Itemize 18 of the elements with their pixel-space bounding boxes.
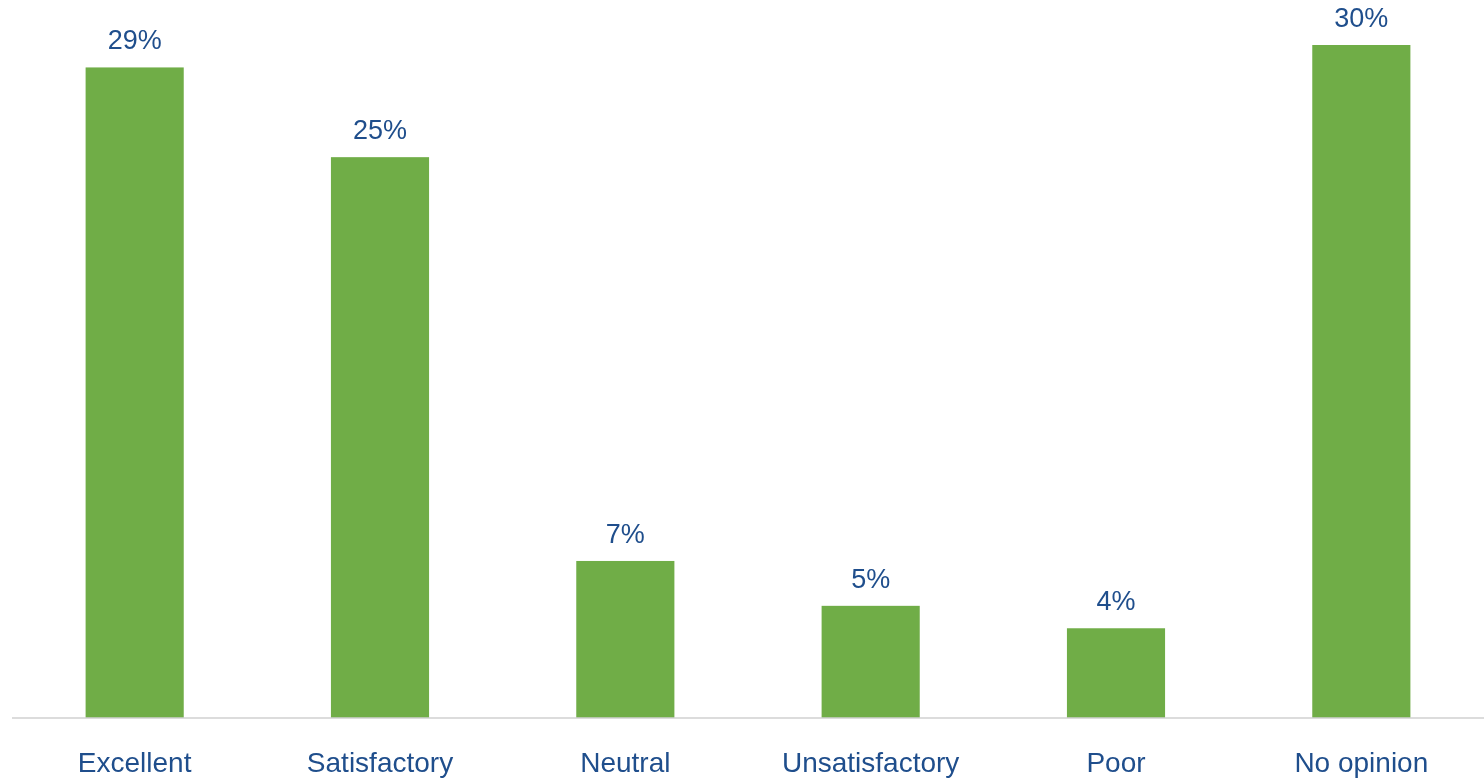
data-label: 7% <box>605 518 645 549</box>
bar <box>85 67 184 718</box>
x-tick-label: Unsatisfactory <box>781 747 960 778</box>
data-label: 25% <box>352 115 408 146</box>
data-label: 30% <box>1334 3 1389 33</box>
x-tick-label: Poor <box>1086 747 1146 778</box>
x-tick-label: Neutral <box>580 747 671 778</box>
x-tick-label: No opinion <box>1294 747 1429 778</box>
bar <box>1312 45 1411 718</box>
data-label: 4% <box>1096 586 1136 617</box>
x-tick-label: Satisfactory <box>306 747 454 778</box>
data-label: 29% <box>107 25 162 56</box>
bar <box>576 560 675 718</box>
bar <box>1066 628 1166 718</box>
x-tick-label: Excellent <box>77 747 192 778</box>
bar <box>330 157 430 718</box>
bar <box>821 605 920 718</box>
data-label: 5% <box>851 563 891 594</box>
